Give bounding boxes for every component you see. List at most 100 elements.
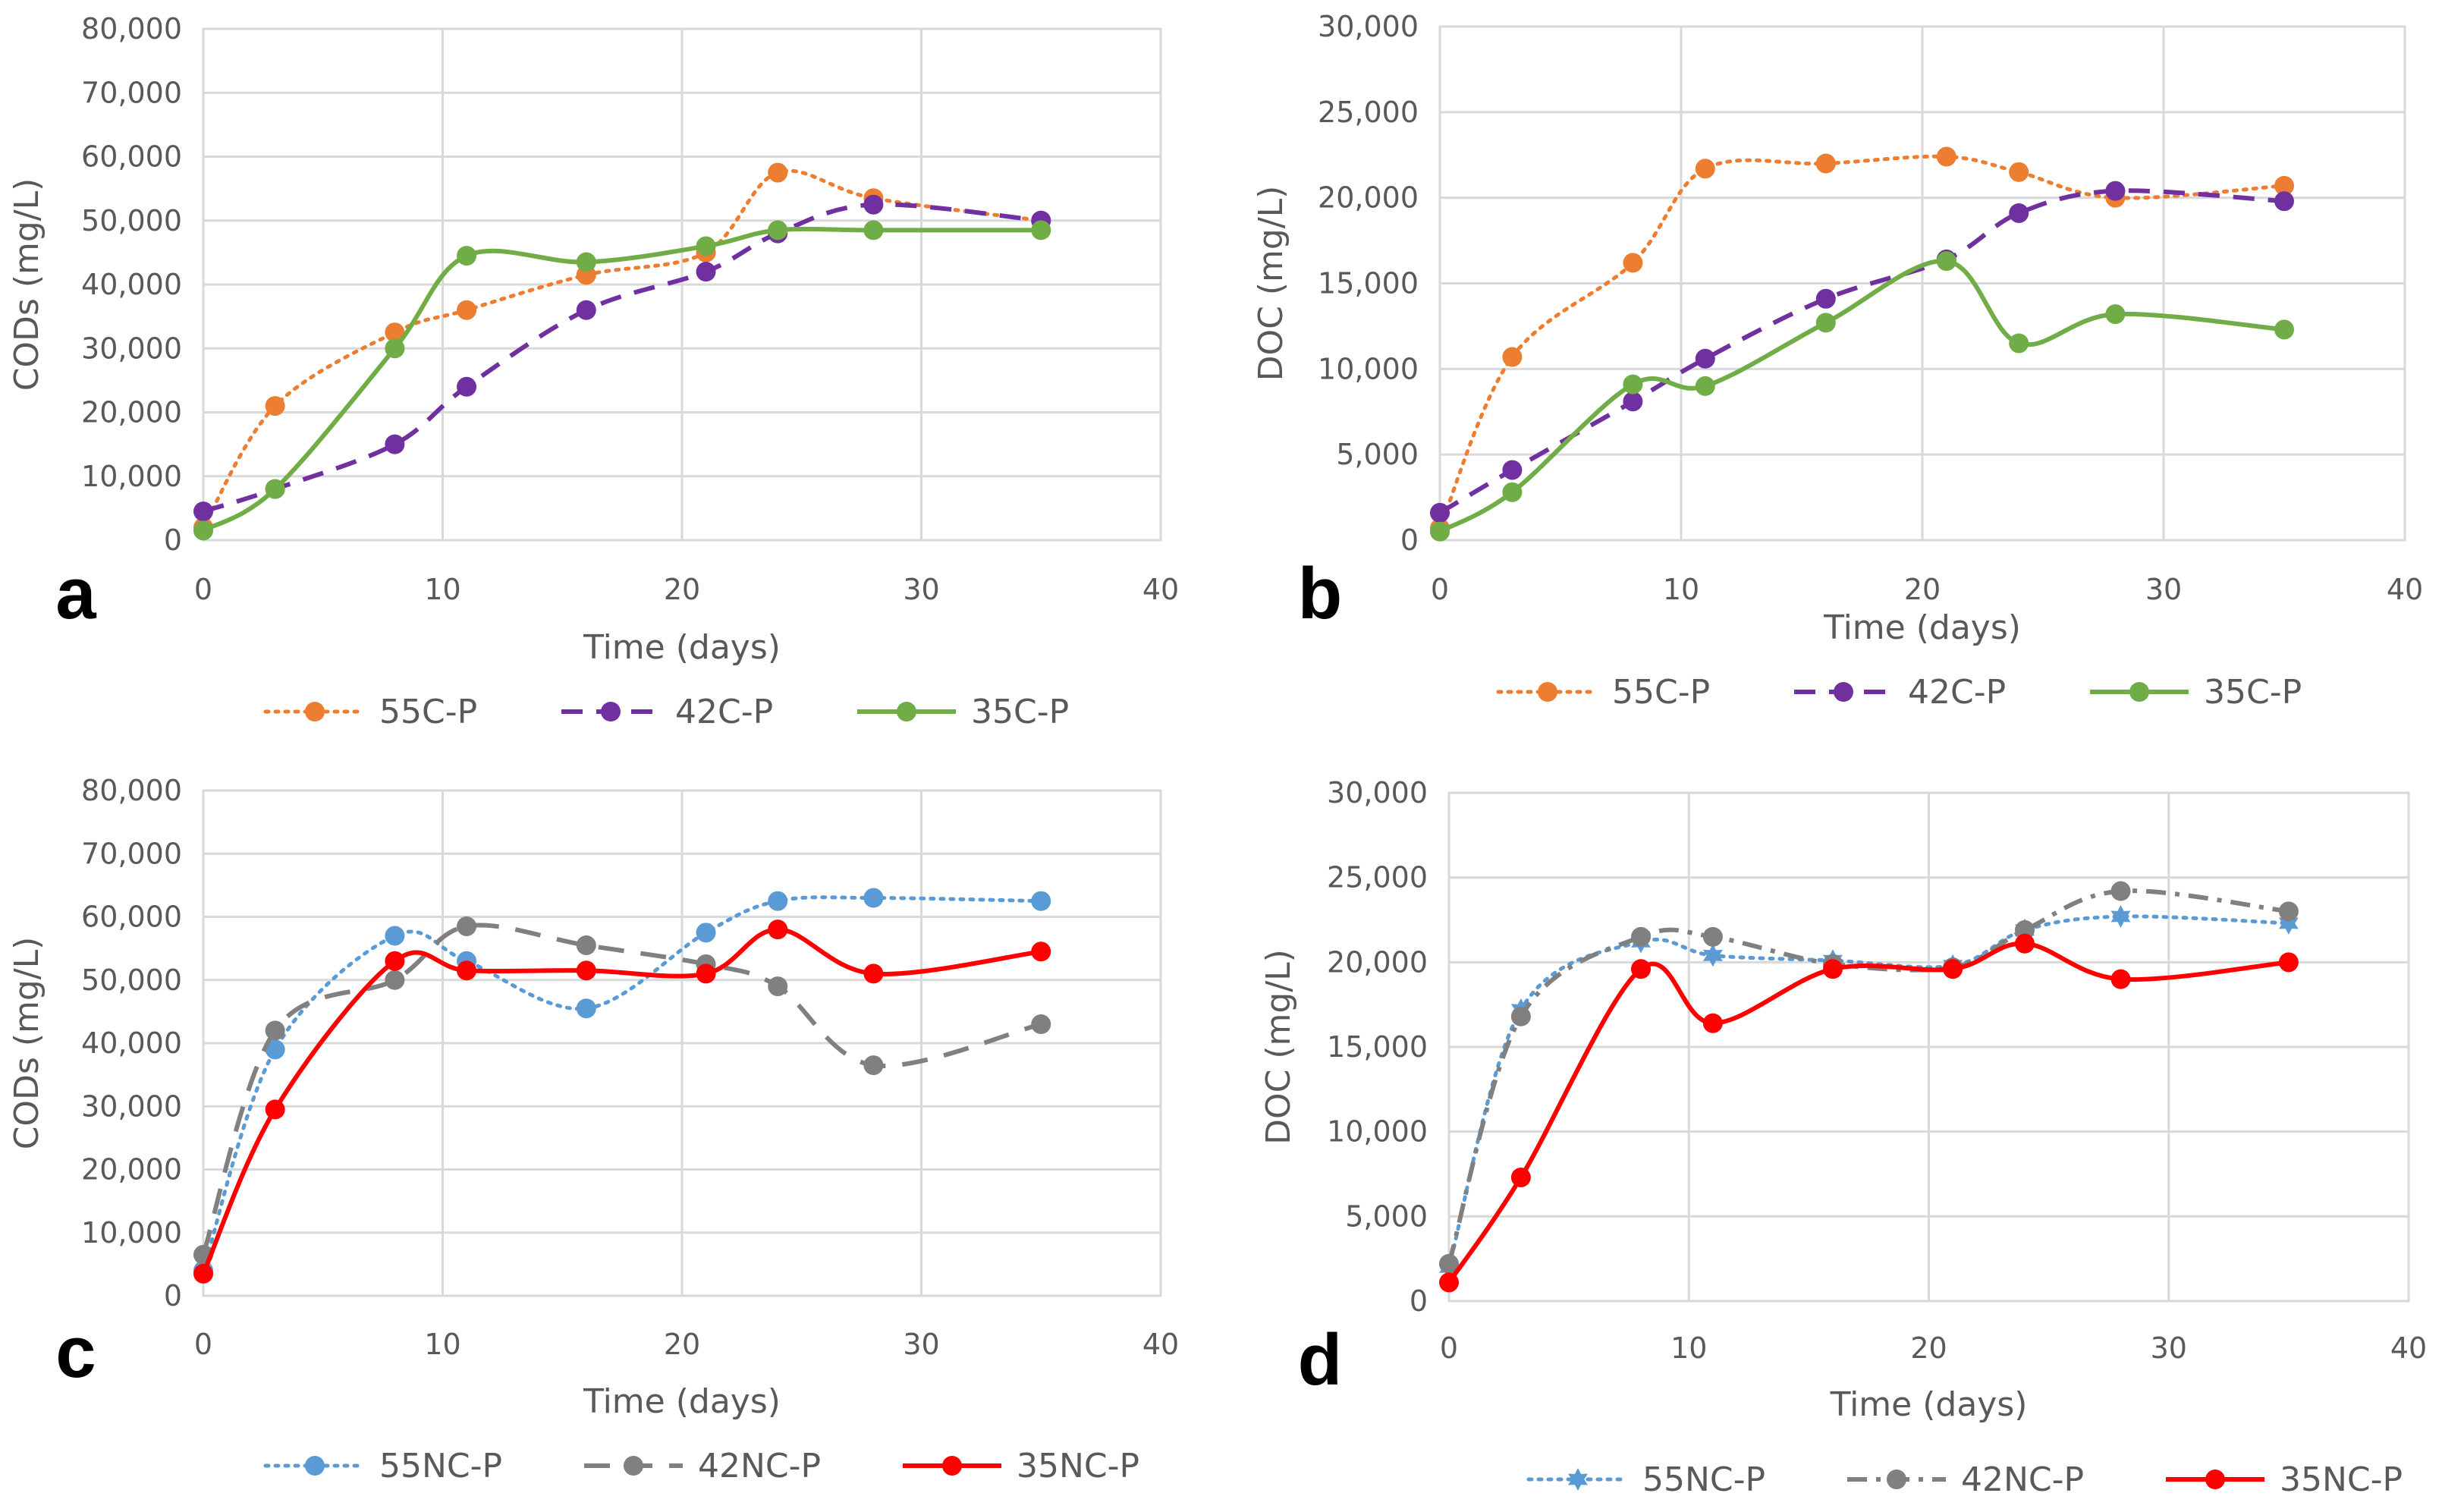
- legend-marker: [1538, 682, 1557, 702]
- data-point: [1430, 502, 1450, 523]
- data-point: [768, 891, 788, 911]
- data-point: [2009, 333, 2029, 354]
- data-point: [768, 976, 788, 997]
- y-tick-label: 80,000: [81, 12, 182, 46]
- legend-marker: [1834, 682, 1853, 702]
- legend-item-35NC-P: 35NC-P: [903, 1447, 1139, 1485]
- y-tick-label: 30,000: [1327, 776, 1428, 809]
- legend-marker: [942, 1456, 962, 1476]
- y-tick-label: 0: [1410, 1284, 1428, 1318]
- chart-panel-b: 0 5,000 10,000 15,000 20,000 25,000 30,000 0 10 2…: [1252, 10, 2423, 712]
- data-point: [265, 1020, 285, 1041]
- data-point: [265, 479, 285, 499]
- data-point: [768, 220, 788, 240]
- legend-label: 55C-P: [1612, 673, 1710, 712]
- panel-letter: a: [55, 553, 96, 634]
- series-35NC-P: [1439, 933, 2299, 1293]
- data-point: [385, 951, 405, 971]
- data-point: [2015, 919, 2035, 940]
- x-axis-title: Time (days): [583, 628, 781, 667]
- data-point: [1695, 159, 1715, 179]
- legend-marker: [897, 702, 916, 721]
- data-point: [1031, 941, 1051, 962]
- panel-letter: b: [1298, 553, 1343, 634]
- data-point: [1943, 959, 1963, 979]
- plot-area: [202, 789, 1162, 1297]
- legend-label: 55NC-P: [1642, 1460, 1765, 1499]
- legend-marker: [1568, 1468, 1588, 1491]
- data-point: [1815, 288, 1836, 309]
- y-tick-label: 15,000: [1327, 1030, 1428, 1064]
- y-tick-label: 10,000: [81, 460, 182, 493]
- data-point: [265, 396, 285, 417]
- data-point: [576, 300, 596, 320]
- series-35C-P: [1430, 251, 2294, 542]
- legend-label: 42C-P: [675, 693, 773, 731]
- legend-item-35C-P: 35C-P: [2090, 673, 2302, 712]
- data-point: [1623, 374, 1643, 395]
- data-point: [193, 501, 213, 522]
- x-tick-label: 20: [664, 573, 700, 606]
- data-point: [1695, 376, 1715, 396]
- y-axis-title: CODs (mg/L): [8, 937, 46, 1150]
- legend-label: 55C-P: [379, 693, 477, 731]
- data-point: [1623, 391, 1643, 412]
- plot-area: [1447, 791, 2410, 1303]
- data-point: [1502, 347, 1523, 367]
- y-tick-label: 70,000: [81, 76, 182, 109]
- x-tick-label: 0: [1431, 573, 1449, 606]
- data-point: [863, 1055, 884, 1076]
- x-axis-title: Time (days): [1830, 1385, 2028, 1424]
- legend-marker: [305, 1456, 325, 1476]
- data-point: [576, 960, 596, 981]
- x-tick-label: 40: [2387, 573, 2423, 606]
- x-tick-label: 10: [424, 573, 460, 606]
- series-35C-P: [193, 220, 1051, 541]
- legend: 55C-P 42C-P 35C-P: [1496, 673, 2302, 712]
- y-tick-label: 50,000: [81, 963, 182, 997]
- data-point: [1695, 348, 1715, 369]
- data-point: [385, 434, 405, 454]
- legend-item-42C-P: 42C-P: [1794, 673, 2006, 712]
- data-point: [1510, 1167, 1531, 1187]
- series-line: [201, 895, 1043, 1273]
- data-point: [2278, 952, 2299, 973]
- x-axis-title: Time (days): [1823, 608, 2021, 647]
- data-point: [457, 246, 477, 266]
- legend-item-42NC-P: 42NC-P: [1847, 1460, 2084, 1499]
- data-point: [1031, 220, 1051, 240]
- legend-marker: [2129, 682, 2149, 702]
- series-55C-P: [1430, 146, 2294, 539]
- data-point: [457, 376, 477, 397]
- legend-marker: [305, 702, 325, 721]
- data-point: [2278, 901, 2299, 922]
- legend-label: 35NC-P: [2280, 1460, 2403, 1499]
- data-point: [1031, 1014, 1051, 1035]
- y-tick-label: 10,000: [1327, 1115, 1428, 1149]
- data-point: [1936, 146, 1956, 167]
- data-point: [1623, 253, 1643, 273]
- y-axis-title: DOC (mg/L): [1252, 186, 1290, 382]
- data-point: [265, 1099, 285, 1120]
- legend: 55C-P 42C-P 35C-P: [263, 693, 1069, 731]
- y-tick-label: 70,000: [81, 837, 182, 870]
- legend-marker: [601, 702, 621, 721]
- data-point: [2110, 905, 2131, 929]
- y-tick-label: 40,000: [81, 268, 182, 301]
- data-point: [1502, 482, 1523, 502]
- x-tick-label: 30: [903, 573, 939, 606]
- data-point: [696, 923, 716, 943]
- data-point: [457, 960, 477, 981]
- legend-label: 42NC-P: [1961, 1460, 2084, 1499]
- x-tick-label: 20: [1904, 573, 1941, 606]
- y-tick-label: 30,000: [1318, 10, 1419, 43]
- x-tick-label: 10: [1670, 1331, 1707, 1365]
- y-tick-label: 0: [164, 1279, 182, 1312]
- data-point: [2009, 203, 2029, 223]
- data-point: [863, 963, 884, 984]
- x-tick-label: 10: [1663, 573, 1699, 606]
- data-point: [385, 970, 405, 990]
- data-point: [1702, 1013, 1723, 1033]
- x-tick-label: 0: [194, 573, 212, 606]
- y-tick-label: 20,000: [81, 396, 182, 429]
